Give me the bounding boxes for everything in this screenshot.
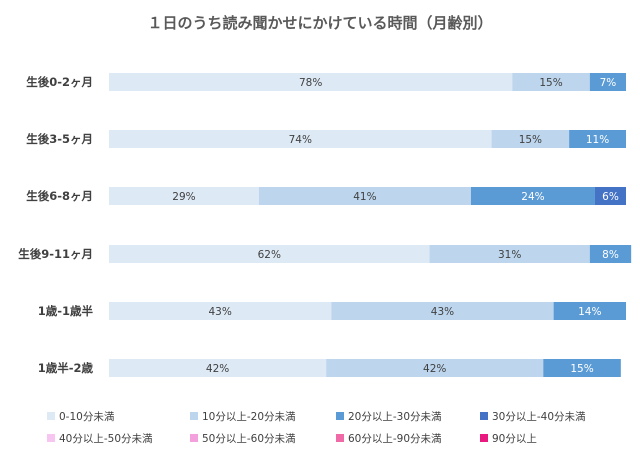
- data-label: 8%: [602, 249, 619, 261]
- data-label: 42%: [206, 363, 229, 375]
- data-label: 42%: [423, 363, 446, 375]
- bar-segment: [109, 302, 332, 320]
- bar-segment: [470, 187, 595, 205]
- data-label: 41%: [353, 191, 376, 203]
- bar-segment: [569, 130, 626, 148]
- bar-segment: [109, 245, 430, 263]
- bar-segment: [331, 302, 554, 320]
- category-label: 1歳-1歳半: [38, 304, 94, 318]
- legend-swatch: [190, 434, 198, 442]
- data-label: 6%: [602, 191, 619, 203]
- bar-segment: [512, 73, 590, 91]
- legend-label: 10分以上-20分未満: [202, 411, 296, 423]
- legend-swatch: [47, 412, 55, 420]
- category-label: 1歳半-2歳: [38, 361, 94, 375]
- data-label: 43%: [431, 306, 454, 318]
- legend-swatch: [336, 434, 344, 442]
- data-label: 29%: [172, 191, 195, 203]
- data-label: 15%: [570, 363, 593, 375]
- bar-segment: [543, 359, 621, 377]
- data-label: 31%: [498, 249, 521, 261]
- category-label: 生後9-11ヶ月: [18, 247, 93, 261]
- bar-segment: [109, 187, 259, 205]
- category-label: 生後0-2ヶ月: [26, 75, 93, 89]
- bar-segment: [553, 302, 626, 320]
- bar-segment: [326, 359, 544, 377]
- data-label: 7%: [600, 77, 617, 89]
- category-label: 生後3-5ヶ月: [26, 132, 93, 146]
- legend-label: 50分以上-60分未満: [202, 433, 296, 445]
- legend-label: 90分以上: [492, 433, 537, 445]
- bar-segment: [109, 359, 327, 377]
- data-label: 24%: [521, 191, 544, 203]
- bar-segment: [258, 187, 471, 205]
- data-label: 62%: [258, 249, 281, 261]
- bar-segment: [491, 130, 570, 148]
- data-label: 15%: [539, 77, 562, 89]
- legend-swatch: [190, 412, 198, 420]
- bar-segment: [594, 187, 626, 205]
- data-label: 15%: [519, 134, 542, 146]
- bar-segment: [589, 73, 626, 91]
- legend: 0-10分未満 10分以上-20分未満 20分以上-30分未満 30分以上-40分未満…: [47, 411, 586, 445]
- chart-title: １日のうち読み聞かせにかけている時間（月齢別）: [147, 14, 492, 32]
- data-label: 74%: [289, 134, 312, 146]
- legend-swatch: [480, 412, 488, 420]
- legend-label: 60分以上-90分未満: [348, 433, 442, 445]
- legend-swatch: [47, 434, 55, 442]
- data-label: 78%: [299, 77, 322, 89]
- category-label: 生後6-8ヶ月: [26, 189, 93, 203]
- bar-segment: [109, 130, 492, 148]
- legend-label: 20分以上-30分未満: [348, 411, 442, 423]
- data-label: 14%: [578, 306, 601, 318]
- data-label: 43%: [208, 306, 231, 318]
- legend-label: 30分以上-40分未満: [492, 411, 586, 423]
- bar-area: 78% 15% 7% 74% 15% 11% 29% 41% 24% 6% 62% 31% 8% 43% 4…: [109, 73, 632, 377]
- legend-label: 40分以上-50分未満: [59, 433, 153, 445]
- bar-segment: [109, 73, 513, 91]
- bar-segment: [429, 245, 590, 263]
- legend-swatch: [336, 412, 344, 420]
- data-label: 11%: [586, 134, 609, 146]
- legend-swatch: [480, 434, 488, 442]
- legend-label: 0-10分未満: [59, 411, 115, 423]
- bar-segment: [589, 245, 632, 263]
